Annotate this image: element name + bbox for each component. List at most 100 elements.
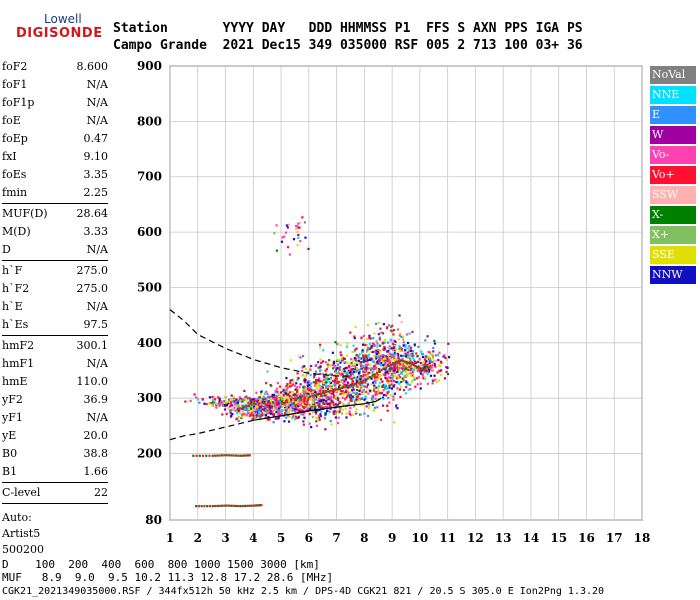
echo-point <box>241 404 244 408</box>
echo-point <box>433 363 436 367</box>
echo-point <box>334 390 338 393</box>
echo-point <box>334 370 338 373</box>
echo-point <box>354 358 357 362</box>
echo-point <box>416 383 419 386</box>
echo-point <box>376 378 379 381</box>
echo-point <box>318 398 321 401</box>
echo-point <box>384 358 387 361</box>
echo-point <box>291 404 294 407</box>
trace-point <box>373 373 376 376</box>
echo-point <box>370 346 373 349</box>
echo-point <box>400 371 403 374</box>
echo-point <box>321 395 324 398</box>
echo-point <box>273 409 276 412</box>
echo-point <box>384 359 387 363</box>
echo-point <box>293 410 297 413</box>
echo-point <box>431 360 434 364</box>
echo-point <box>299 401 302 404</box>
echo-point <box>421 363 424 366</box>
echo-point <box>345 373 348 376</box>
echo-point <box>287 386 290 389</box>
echo-point <box>286 226 289 229</box>
trace-point <box>350 384 353 387</box>
echo-point <box>269 405 272 408</box>
echo-point <box>311 415 314 419</box>
echo-point <box>383 338 387 341</box>
trace-point <box>385 366 388 369</box>
x-tick-label: 1 <box>166 531 174 545</box>
echo-point <box>318 404 321 407</box>
echo-point <box>332 379 335 383</box>
echo-point <box>336 403 339 406</box>
echo-point <box>419 364 422 367</box>
echo-point <box>307 247 310 251</box>
echo-point <box>375 376 378 379</box>
echo-point <box>342 357 345 360</box>
echo-point <box>355 378 358 381</box>
echo-point <box>225 404 229 407</box>
echo-point <box>390 358 393 362</box>
echo-point <box>349 407 352 410</box>
panel-separator <box>2 482 108 483</box>
echo-point <box>424 364 427 367</box>
echo-point <box>411 362 414 365</box>
echo-point <box>308 383 311 387</box>
echo-point <box>266 418 269 421</box>
echo-point <box>382 353 385 357</box>
echo-point <box>368 357 371 360</box>
echo-point <box>375 346 378 349</box>
echo-point <box>433 339 436 343</box>
echo-point <box>244 397 247 400</box>
echo-point <box>401 335 405 338</box>
echo-point <box>361 377 365 380</box>
echo-point <box>224 404 227 407</box>
echo-point <box>253 400 256 403</box>
echo-point <box>282 388 285 391</box>
echo-point <box>276 382 280 385</box>
echo-point <box>400 385 403 388</box>
echo-point <box>393 349 396 352</box>
echo-point <box>377 386 380 390</box>
echo-point <box>286 402 289 406</box>
echo-point <box>267 400 270 403</box>
echo-point <box>409 348 412 351</box>
echo-point <box>262 395 265 398</box>
echo-point <box>308 405 311 408</box>
echo-point <box>278 393 281 396</box>
echo-point <box>380 381 383 384</box>
echo-point <box>383 362 387 365</box>
param-key: B0 <box>2 447 18 460</box>
echo-point <box>336 372 340 375</box>
echo-point <box>297 398 300 401</box>
echo-point <box>421 355 425 359</box>
echo-point <box>322 378 326 381</box>
echo-point <box>409 372 412 375</box>
echo-point <box>395 403 398 407</box>
echo-point <box>265 398 269 401</box>
echo-point <box>277 397 280 400</box>
y-tick-label: 400 <box>137 336 162 350</box>
echo-point <box>258 411 261 414</box>
echo-point <box>363 356 366 359</box>
echo-point <box>306 400 309 403</box>
echo-point <box>424 356 427 359</box>
echo-point <box>361 354 365 357</box>
echo-point <box>368 405 371 408</box>
echo-point <box>342 402 345 405</box>
echo-point <box>390 353 393 356</box>
echo-point <box>335 381 339 384</box>
echo-point <box>387 372 390 375</box>
profile-upper-dashed <box>169 309 351 377</box>
echo-point <box>329 392 332 395</box>
echo-point <box>411 356 414 359</box>
echo-point <box>275 397 279 400</box>
echo-point <box>421 373 425 376</box>
trace-point <box>267 401 270 404</box>
param-key: hmE <box>2 375 28 388</box>
param-key: h`E <box>2 300 23 313</box>
echo-point <box>323 399 326 402</box>
echo-point <box>390 347 393 350</box>
y-tick-label: 200 <box>137 447 162 461</box>
trace-point <box>382 367 386 370</box>
echo-point <box>295 389 298 392</box>
